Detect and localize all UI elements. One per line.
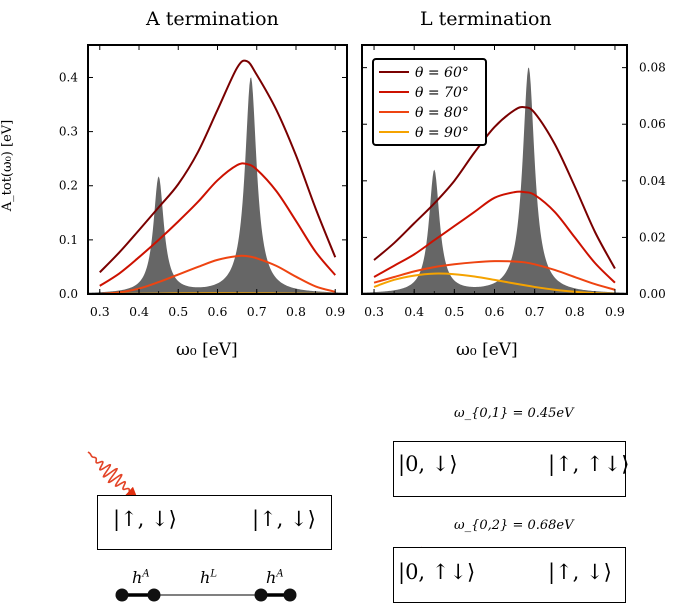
state-box-left: [97, 495, 332, 550]
legend-box: [372, 58, 487, 146]
transition-1-label: ω_{0,1} = 0.45eV: [454, 406, 574, 421]
x-tick-label: 0.3: [90, 304, 110, 319]
plot-frame: [87, 44, 348, 295]
state-box-transition-1: [393, 441, 626, 497]
x-tick-label: 0.5: [444, 304, 464, 319]
series-line-2: [373, 190, 616, 284]
series-line-3: [373, 260, 616, 291]
legend-label: θ = 60°: [415, 65, 469, 81]
state-box-transition-2: [393, 547, 626, 603]
x-tick-label: 0.7: [525, 304, 545, 319]
chain-label-hL: hL: [200, 568, 217, 587]
x-tick-label: 0.8: [565, 304, 585, 319]
y-tick-label: 0.06: [639, 117, 666, 131]
ket-transition-2-final: |↑, ↓⟩: [548, 560, 612, 584]
chain-label-hA-right: hA: [266, 568, 284, 587]
x-tick-label: 0.9: [605, 304, 625, 319]
series-line-3: [99, 254, 336, 295]
ket-left-final: |↑, ↓⟩: [252, 507, 316, 531]
x-tick-label: 0.5: [168, 304, 188, 319]
ket-transition-2-initial: |0, ↑↓⟩: [398, 560, 476, 584]
x-tick-label: 0.4: [404, 304, 424, 319]
y-tick-label: 0.04: [639, 174, 666, 188]
x-tick-label: 0.4: [129, 304, 149, 319]
site-node: [254, 588, 268, 602]
x-tick-label: 0.3: [364, 304, 384, 319]
ket-left-initial: |↑, ↓⟩: [113, 507, 177, 531]
y-tick-label: 0.2: [59, 179, 78, 193]
series-line-1: [99, 59, 337, 274]
spectrum-fill: [88, 77, 347, 295]
ket-transition-1-final: |↑, ↑↓⟩: [548, 452, 630, 476]
y-tick-label: 0.1: [59, 233, 78, 247]
x-tick-label: 0.6: [208, 304, 228, 319]
series-line-2: [99, 162, 336, 287]
lattice-chain: [115, 588, 297, 602]
series-line-1: [373, 106, 616, 270]
y-tick-label: 0.4: [59, 70, 78, 84]
site-node: [147, 588, 161, 602]
transition-2-label: ω_{0,2} = 0.68eV: [454, 518, 574, 533]
x-axis-label-right: ω₀ [eV]: [456, 340, 518, 360]
y-tick-label: 0.02: [639, 230, 666, 244]
x-tick-label: 0.6: [485, 304, 505, 319]
chart-title-l-termination: L termination: [420, 8, 552, 30]
spectrum-fill: [362, 67, 627, 295]
x-tick-label: 0.9: [325, 304, 345, 319]
chart-panel-a-termination: 0.3 0.4 0.5 0.6 0.7 0.8 0.9 0.0 0.1 0.2 0.3 0.4: [59, 44, 348, 319]
x-tick-label: 0.8: [286, 304, 306, 319]
y-tick-label: 0.0: [59, 287, 78, 301]
chart-title-a-termination: A termination: [146, 8, 279, 30]
site-node: [115, 588, 129, 602]
ket-transition-1-initial: |0, ↓⟩: [398, 452, 458, 476]
x-tick-label: 0.7: [247, 304, 267, 319]
y-tick-label: 0.00: [639, 287, 666, 301]
legend-label: θ = 90°: [415, 125, 469, 141]
y-tick-label: 0.08: [639, 61, 666, 75]
x-axis-label-left: ω₀ [eV]: [176, 340, 238, 360]
chain-label-hA-left: hA: [132, 568, 150, 587]
legend-label: θ = 80°: [415, 105, 469, 121]
y-tick-label: 0.3: [59, 125, 78, 139]
y-axis-label: A_tot(ω₀) [eV]: [0, 119, 16, 212]
legend-label: θ = 70°: [415, 85, 469, 101]
site-node: [283, 588, 297, 602]
chart-panel-l-termination: 0.3 0.4 0.5 0.6 0.7 0.8 0.9 0.00 0.02 0.04 0.06 0.0…: [361, 44, 666, 319]
